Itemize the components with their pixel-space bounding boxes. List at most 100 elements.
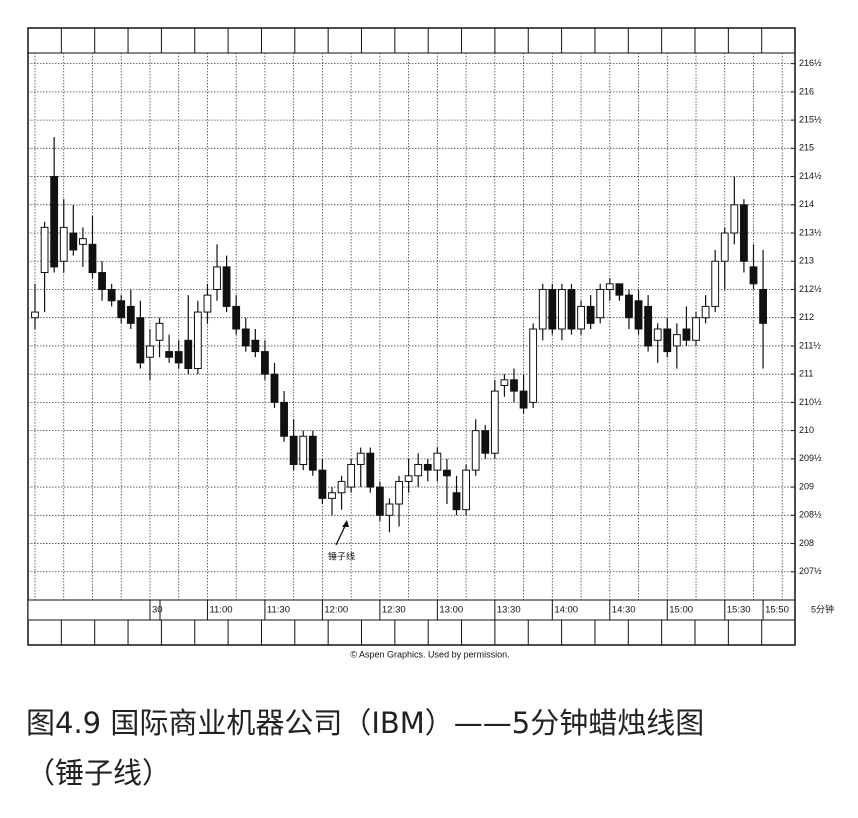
x-tick-label: 14:00 [554, 605, 578, 616]
y-tick-label: 209 [799, 481, 814, 491]
y-tick-label: 215 [799, 143, 814, 153]
caption: （锤子线） [26, 756, 172, 790]
candle-body [586, 305, 595, 324]
candle-body [184, 339, 193, 370]
candle-body [289, 435, 298, 466]
candle-body [79, 238, 87, 245]
candle-body [692, 317, 700, 341]
caption: 图4.9 国际商业机器公司（IBM）——5分钟蜡烛线图 [26, 706, 705, 740]
candle-body [347, 464, 356, 488]
candle-body [222, 266, 231, 307]
x-tick-label: 15:30 [727, 605, 751, 616]
candle-body [605, 283, 614, 290]
candle-body [433, 452, 442, 471]
candle-body [155, 322, 164, 341]
candle-body [701, 305, 710, 319]
candle-body [644, 305, 653, 347]
candle-body [366, 452, 375, 488]
candle-body [529, 328, 538, 403]
candle-body [241, 328, 250, 347]
candle-body [711, 260, 720, 307]
candle-body [423, 464, 432, 471]
candle-body [749, 266, 758, 285]
arrow-head [342, 520, 349, 527]
candle-body [50, 176, 59, 268]
candle-body [280, 401, 288, 437]
candle-body [69, 232, 78, 251]
candle-body [98, 272, 106, 290]
candle-body [558, 288, 566, 330]
candle-body [193, 311, 202, 370]
candle-body [404, 475, 413, 482]
candle-body [165, 351, 174, 358]
candle-body [481, 430, 490, 454]
candle-body [663, 328, 672, 353]
candle-body [174, 351, 183, 364]
y-tick-label: 213½ [799, 227, 822, 237]
x-tick-label: 11:00 [209, 605, 232, 616]
x-tick-label: 12:30 [382, 605, 406, 616]
candle-body [213, 266, 221, 290]
x-tick-label: 30 [152, 605, 163, 616]
y-tick-label: 212½ [799, 284, 822, 294]
candle-body [452, 492, 461, 511]
candle-body [385, 503, 394, 516]
candle-body [203, 294, 212, 313]
candle-body [356, 452, 365, 466]
candle-body [328, 492, 336, 499]
candle-body [117, 300, 126, 319]
candle-body [40, 226, 49, 274]
candle-body [634, 300, 643, 330]
candle-body [740, 204, 748, 262]
y-tick-label: 216 [799, 86, 814, 96]
candle-body [299, 435, 308, 466]
x-tick-label: 13:30 [497, 605, 521, 616]
candle-body [395, 480, 403, 505]
candle-body [625, 294, 633, 319]
candle-body [720, 232, 729, 262]
candle-body [682, 328, 691, 341]
candle-body [126, 305, 135, 324]
axis-blank [27, 599, 161, 621]
candle-body [500, 379, 509, 386]
x-tick-label: 13:00 [439, 605, 463, 616]
candle-body [510, 379, 518, 392]
candle-body [88, 243, 97, 274]
candle-body [59, 226, 68, 262]
frame [27, 27, 796, 646]
candle-body [471, 430, 480, 471]
candle-body [337, 480, 346, 494]
candle-body [107, 288, 116, 302]
candle-body [270, 373, 279, 403]
chart: 锤子线 © Aspen Graphics. Used by permission… [27, 27, 834, 659]
y-tick-label: 216½ [799, 58, 822, 68]
candle-body [596, 288, 605, 319]
y-tick-label: 210½ [799, 397, 822, 407]
candle-body [615, 283, 624, 296]
candle-body [318, 469, 327, 499]
y-tick-label: 209½ [799, 453, 822, 463]
candle-body [443, 469, 451, 477]
y-tick-label: 210 [799, 425, 814, 435]
y-tick-label: 215½ [799, 114, 822, 124]
candle-body [538, 288, 547, 330]
y-tick-label: 213 [799, 256, 814, 266]
candle-body [548, 288, 557, 330]
x-tick-label: 15:00 [669, 605, 693, 616]
x-tick-label: 14:30 [612, 605, 636, 616]
x-tick-label: 12:00 [324, 605, 348, 616]
candle-body [653, 328, 662, 341]
candle-body [31, 311, 39, 319]
candle-body [519, 390, 528, 409]
y-tick-label: 207½ [799, 566, 822, 576]
candle-body [672, 334, 681, 347]
y-tick-label: 208½ [799, 510, 822, 520]
candle-body [490, 390, 499, 454]
candle-body [414, 464, 423, 477]
candle-body [462, 469, 471, 511]
y-tick-label: 214 [799, 199, 814, 209]
candle-body [577, 305, 585, 330]
candle-body [375, 486, 384, 516]
x-tick-label: 11:30 [267, 605, 290, 616]
candle-body [759, 288, 767, 324]
